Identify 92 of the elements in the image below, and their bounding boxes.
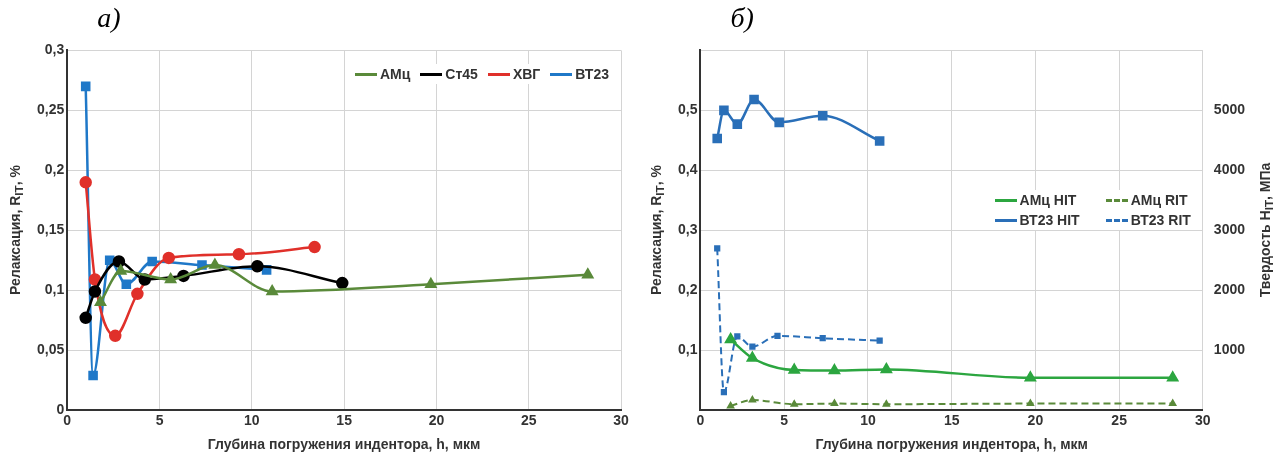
point	[1026, 399, 1034, 407]
y-tick-label: 0,3	[677, 221, 698, 238]
x-tick-label: 10	[244, 412, 260, 429]
point	[112, 255, 126, 268]
legend-label: ВТ23	[575, 66, 609, 83]
legend-label: ВТ23 HIT	[1019, 212, 1080, 229]
x-tick-label: 5	[780, 412, 789, 429]
point	[104, 255, 115, 266]
point	[266, 285, 278, 296]
point	[880, 363, 892, 374]
point	[79, 176, 92, 189]
point	[88, 370, 98, 381]
point	[1169, 399, 1177, 407]
point	[165, 273, 177, 284]
y-tick-label: 0,5	[677, 101, 698, 118]
y2-tick-label: 5000	[1213, 101, 1246, 118]
point	[80, 81, 91, 92]
point	[774, 117, 784, 128]
x-tick-label: 5	[155, 412, 164, 429]
point	[251, 260, 264, 273]
y2-tick-label: 2000	[1213, 281, 1246, 298]
x-axis-title: Глубина погружения индентора, h, мкм	[207, 436, 481, 453]
legend-label: АМц	[379, 66, 411, 83]
legend-label: ХВГ	[512, 66, 541, 83]
x-tick-label: 30	[1195, 412, 1211, 429]
point	[582, 268, 594, 279]
point	[1167, 371, 1179, 382]
point	[882, 400, 890, 407]
y-tick-label: 0,05	[37, 341, 65, 358]
point	[749, 94, 759, 105]
y-tick-label: 0,4	[677, 161, 698, 178]
legend-label: Ст45	[445, 66, 478, 83]
x-tick-label: 20	[428, 412, 445, 429]
x-tick-label: 20	[1027, 412, 1044, 429]
point	[712, 133, 722, 144]
point	[817, 110, 828, 121]
point	[749, 343, 756, 350]
point	[162, 251, 176, 265]
point	[828, 364, 841, 375]
point	[714, 245, 721, 252]
point	[748, 396, 756, 403]
point	[232, 248, 246, 261]
x-tick-label: 25	[1111, 412, 1128, 429]
point	[1024, 371, 1036, 382]
x-tick-label: 25	[520, 412, 537, 429]
point	[209, 258, 221, 269]
point	[131, 287, 144, 301]
y-tick-label: 0,2	[677, 281, 698, 298]
point	[774, 332, 781, 339]
y2-tick-label: 4000	[1213, 161, 1246, 178]
point	[308, 240, 321, 254]
point	[121, 279, 132, 290]
y-tick-label: 0	[56, 401, 65, 418]
point	[725, 333, 737, 344]
x-axis-title: Глубина погружения индентора, h, мкм	[815, 436, 1088, 453]
point	[727, 402, 735, 409]
point	[876, 337, 883, 344]
point	[874, 136, 885, 146]
y-tick-label: 0,15	[37, 221, 65, 238]
legend-label: АМц RIT	[1130, 192, 1188, 209]
y2-tick-label: 1000	[1213, 341, 1246, 358]
point	[336, 276, 349, 290]
point	[746, 351, 758, 362]
point	[819, 335, 826, 342]
y-tick-label: 0,3	[44, 41, 65, 58]
legend-label: АМц HIT	[1019, 192, 1077, 209]
point	[732, 119, 743, 129]
point	[88, 273, 102, 286]
y-tick-label: 0,2	[44, 161, 65, 178]
chart-title: б)	[730, 2, 754, 34]
y-tick-label: 0,1	[677, 341, 698, 358]
y2-tick-label: 3000	[1213, 221, 1246, 238]
point	[788, 363, 800, 374]
point	[108, 329, 122, 343]
x-tick-label: 15	[943, 412, 960, 429]
x-tick-label: 30	[613, 412, 629, 429]
point	[147, 256, 157, 267]
point	[115, 264, 127, 275]
point	[719, 105, 729, 116]
point	[830, 399, 839, 407]
y-tick-label: 0,25	[37, 101, 65, 118]
x-tick-label: 15	[336, 412, 353, 429]
chart-title: а)	[97, 2, 121, 34]
point	[79, 311, 92, 325]
point	[720, 389, 728, 396]
point	[790, 400, 798, 407]
point	[734, 333, 741, 340]
point	[88, 285, 102, 298]
x-tick-label: 10	[860, 412, 876, 429]
legend-label: ВТ23 RIT	[1130, 212, 1191, 229]
point	[94, 296, 107, 307]
y-tick-label: 0,1	[44, 281, 65, 298]
